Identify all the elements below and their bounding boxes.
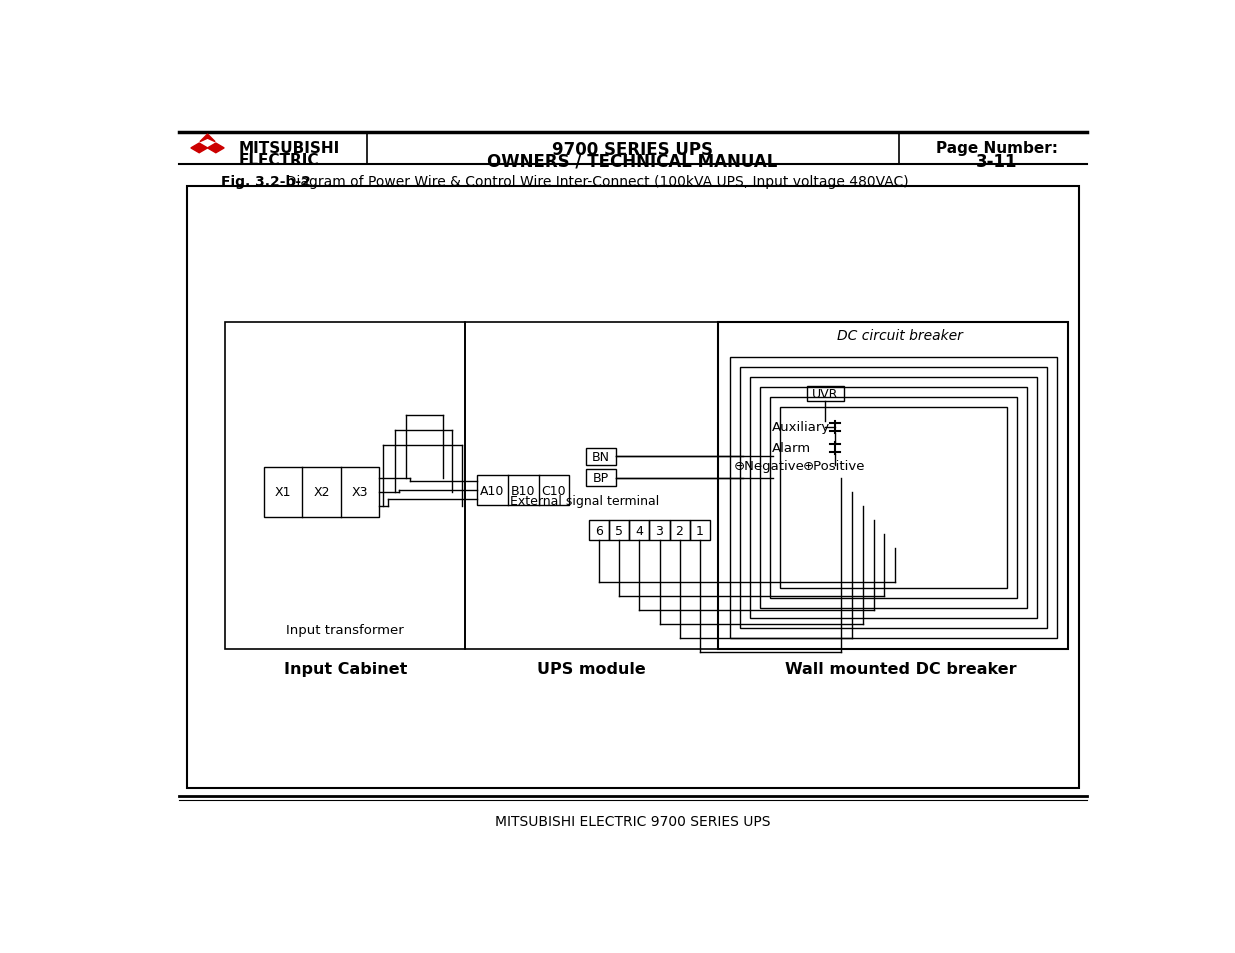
Bar	[477, 476, 569, 506]
Bar	[730, 357, 1057, 639]
Bar	[669, 520, 689, 540]
Bar	[740, 368, 1047, 628]
Text: UPS module: UPS module	[537, 661, 646, 677]
Text: DC circuit breaker: DC circuit breaker	[837, 329, 963, 343]
Bar	[264, 467, 379, 517]
Polygon shape	[191, 144, 207, 153]
Text: Alarm: Alarm	[772, 441, 811, 455]
Bar	[779, 408, 1007, 588]
Text: 2: 2	[676, 524, 683, 537]
Text: Diagram of Power Wire & Control Wire Inter-Connect (100kVA UPS, Input voltage 48: Diagram of Power Wire & Control Wire Int…	[277, 175, 909, 189]
Bar	[806, 387, 844, 402]
Bar	[585, 470, 616, 487]
Text: 9700 SERIES UPS: 9700 SERIES UPS	[552, 140, 713, 158]
Text: Page Number:: Page Number:	[936, 140, 1057, 155]
Polygon shape	[207, 144, 224, 153]
Bar	[718, 323, 1068, 650]
Text: Wall mounted DC breaker: Wall mounted DC breaker	[785, 661, 1016, 677]
Text: 5: 5	[615, 524, 624, 537]
Text: MITSUBISHI: MITSUBISHI	[238, 140, 340, 155]
Bar	[689, 520, 710, 540]
Bar	[466, 323, 718, 650]
Text: B10: B10	[511, 484, 536, 497]
Text: 3-11: 3-11	[976, 152, 1018, 171]
Bar	[769, 397, 1016, 598]
Text: Input Cabinet: Input Cabinet	[284, 661, 408, 677]
Text: A10: A10	[480, 484, 505, 497]
Bar	[585, 448, 616, 465]
Text: Auxiliary: Auxiliary	[772, 421, 830, 434]
Text: 4: 4	[636, 524, 643, 537]
Bar	[750, 377, 1037, 618]
Bar	[630, 520, 650, 540]
Text: 6: 6	[595, 524, 604, 537]
Bar	[650, 520, 669, 540]
Text: 1: 1	[695, 524, 704, 537]
Text: BP: BP	[593, 472, 609, 485]
Text: Fig. 3.2-b-2: Fig. 3.2-b-2	[221, 175, 310, 189]
Bar	[186, 187, 1079, 788]
Bar	[589, 520, 609, 540]
Bar	[225, 323, 466, 650]
Text: ⊖Negative: ⊖Negative	[734, 459, 804, 473]
Text: BN: BN	[592, 450, 610, 463]
Text: X2: X2	[314, 486, 330, 499]
Text: X1: X1	[274, 486, 291, 499]
Text: 3: 3	[656, 524, 663, 537]
Text: Input transformer: Input transformer	[287, 623, 404, 636]
Text: X3: X3	[352, 486, 368, 499]
Text: ⊕Positive: ⊕Positive	[803, 459, 866, 473]
Text: UVR: UVR	[811, 388, 839, 401]
Polygon shape	[200, 135, 215, 143]
Text: MITSUBISHI ELECTRIC 9700 SERIES UPS: MITSUBISHI ELECTRIC 9700 SERIES UPS	[495, 814, 771, 828]
Bar	[760, 388, 1026, 608]
Text: C10: C10	[542, 484, 567, 497]
Text: ELECTRIC: ELECTRIC	[238, 152, 319, 168]
Text: OWNERS / TECHNICAL MANUAL: OWNERS / TECHNICAL MANUAL	[488, 152, 778, 171]
Bar	[609, 520, 630, 540]
Text: External signal terminal: External signal terminal	[510, 495, 659, 507]
